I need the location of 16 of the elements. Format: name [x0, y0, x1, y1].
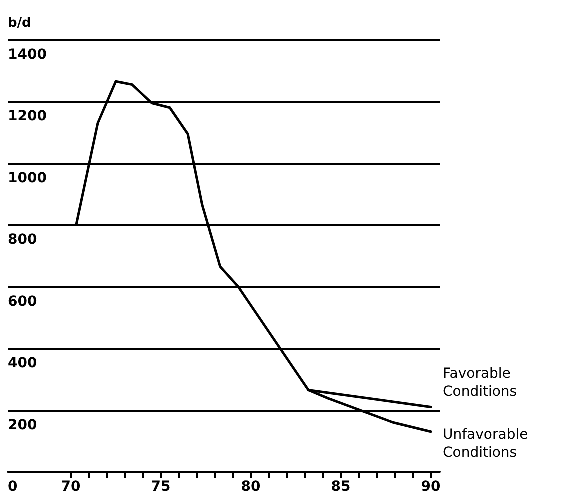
series-label: Favorable Conditions [443, 366, 518, 400]
x-tick-label: 80 [241, 479, 261, 495]
y-tick-label: 800 [8, 232, 38, 248]
x-tick-label: 90 [421, 479, 441, 495]
x-tick-label: 70 [61, 479, 81, 495]
y-tick-label: 1400 [8, 47, 48, 63]
y-tick-label: 1000 [8, 170, 48, 186]
x-tick-label: 75 [151, 479, 171, 495]
series-label: Unfavorable Conditions [443, 426, 533, 461]
y-tick-label: 400 [8, 356, 38, 372]
y-axis-title: b/d [8, 16, 32, 31]
y-tick-label: 0 [8, 479, 18, 495]
y-tick-label: 200 [8, 417, 38, 434]
y-tick-label: 600 [8, 294, 38, 310]
y-tick-label: 1200 [8, 108, 48, 125]
x-tick-label: 85 [331, 479, 351, 495]
